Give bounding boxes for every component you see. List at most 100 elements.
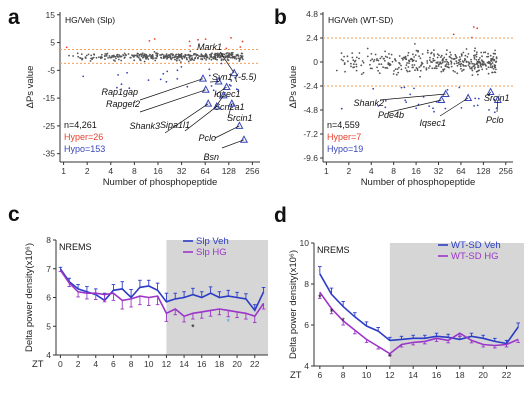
phosphopeptide-point	[491, 62, 494, 64]
phosphopeptide-point	[376, 59, 378, 62]
phosphopeptide-point	[376, 58, 378, 60]
callout-line	[439, 97, 469, 117]
phosphopeptide-point	[452, 69, 455, 72]
phosphopeptide-point	[475, 70, 478, 73]
phosphopeptide-point	[134, 54, 137, 57]
phosphopeptide-point	[213, 55, 215, 58]
phosphopeptide-point	[487, 72, 490, 75]
significance-mark: *	[330, 307, 334, 317]
phosphopeptide-point	[153, 51, 156, 53]
x-tick-label: 8	[129, 359, 134, 369]
x-tick-label: 20	[478, 370, 488, 380]
phosphopeptide-point	[473, 56, 476, 59]
phosphopeptide-point	[444, 64, 447, 67]
phosphopeptide-point	[434, 67, 437, 69]
phosphopeptide-point	[133, 59, 136, 62]
phosphopeptide-point	[404, 67, 407, 69]
x-tick-label: 6	[111, 359, 116, 369]
phosphopeptide-point	[372, 87, 375, 90]
phosphopeptide-point	[405, 69, 408, 72]
phosphopeptide-point	[459, 58, 462, 61]
y-tick-label: -25	[43, 121, 56, 131]
phosphopeptide-point	[213, 53, 216, 56]
phosphopeptide-point	[72, 55, 74, 57]
phosphopeptide-point	[494, 49, 496, 52]
phosphopeptide-point	[241, 56, 244, 59]
phosphopeptide-point	[180, 56, 183, 58]
legend-label: Slp HG	[196, 247, 227, 258]
phosphopeptide-point	[84, 57, 87, 59]
significance-mark: *	[388, 352, 392, 362]
phosphopeptide-point	[384, 100, 387, 102]
phosphopeptide-point	[110, 56, 113, 59]
phosphopeptide-point	[230, 80, 233, 82]
phosphopeptide-point	[489, 61, 491, 63]
phosphopeptide-point	[456, 64, 459, 67]
phosphopeptide-point	[197, 38, 199, 41]
highlighted-point	[464, 93, 473, 101]
phosphopeptide-point	[371, 58, 374, 61]
phosphopeptide-point	[487, 52, 489, 55]
phosphopeptide-point	[477, 64, 480, 67]
phosphopeptide-point	[165, 55, 168, 58]
phosphopeptide-point	[204, 38, 207, 40]
phosphopeptide-point	[490, 57, 493, 60]
phosphopeptide-point	[493, 111, 496, 114]
phosphopeptide-point	[177, 56, 179, 59]
phosphopeptide-point	[413, 56, 415, 58]
phosphopeptide-point	[392, 73, 395, 75]
phosphopeptide-point	[146, 56, 149, 59]
phosphopeptide-point	[150, 55, 153, 58]
phosphopeptide-point	[482, 51, 485, 54]
y-tick-label: -9.6	[303, 153, 318, 163]
phosphopeptide-point	[216, 56, 219, 59]
phosphopeptide-point	[154, 57, 157, 59]
phosphopeptide-point	[459, 60, 461, 63]
phosphopeptide-point	[426, 62, 429, 64]
phosphopeptide-point	[467, 53, 470, 55]
phosphopeptide-point	[473, 50, 476, 52]
phosphopeptide-point	[242, 58, 244, 61]
phosphopeptide-point	[468, 65, 471, 68]
point-label: Shank3	[129, 121, 160, 131]
phosphopeptide-point	[195, 53, 197, 56]
phosphopeptide-point	[107, 57, 109, 59]
highlighted-point	[486, 87, 495, 95]
phosphopeptide-point	[446, 49, 448, 52]
phosphopeptide-point	[422, 96, 425, 98]
x-tick-label: 32	[434, 166, 444, 176]
phosphopeptide-point	[224, 55, 227, 57]
phosphopeptide-point	[419, 75, 421, 78]
phosphopeptide-point	[366, 47, 369, 50]
phosphopeptide-point	[426, 60, 429, 62]
phosphopeptide-point	[450, 57, 453, 60]
phosphopeptide-point	[370, 53, 373, 55]
phosphopeptide-point	[377, 69, 379, 72]
phosphopeptide-point	[175, 53, 178, 56]
x-tick-label: 18	[215, 359, 225, 369]
phosphopeptide-point	[484, 63, 487, 66]
phosphopeptide-point	[398, 61, 400, 64]
phosphopeptide-point	[481, 55, 483, 58]
phosphopeptide-point	[411, 60, 414, 63]
phosphopeptide-point	[491, 65, 494, 68]
phosphopeptide-point	[388, 111, 390, 114]
phosphopeptide-point	[433, 53, 435, 56]
phosphopeptide-point	[445, 53, 448, 56]
phosphopeptide-point	[143, 60, 146, 63]
phosphopeptide-point	[186, 85, 189, 88]
phosphopeptide-point	[470, 58, 472, 61]
callout-line	[164, 103, 209, 134]
phosphopeptide-point	[384, 66, 387, 69]
phosphopeptide-point	[393, 70, 395, 72]
phosphopeptide-point	[439, 61, 441, 63]
x-tick-label: 2	[346, 166, 351, 176]
point-label: Mark1	[197, 42, 222, 52]
phosphopeptide-point	[195, 55, 198, 57]
panel-title: NREMS	[59, 242, 92, 252]
phosphopeptide-point	[169, 53, 172, 55]
phosphopeptide-point	[108, 55, 111, 57]
phosphopeptide-point	[239, 46, 242, 48]
phosphopeptide-point	[380, 55, 383, 58]
